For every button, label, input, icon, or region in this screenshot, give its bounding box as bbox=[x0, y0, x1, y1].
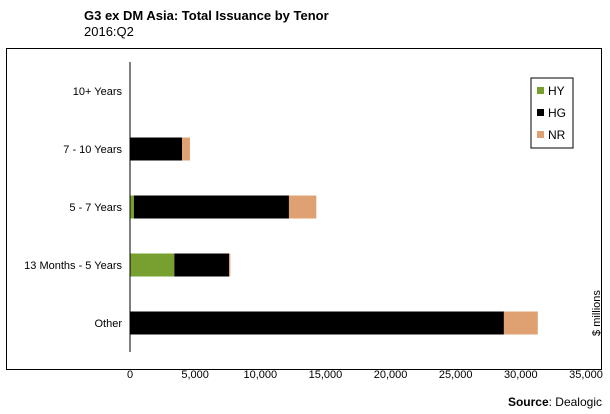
chart-title: G3 ex DM Asia: Total Issuance by Tenor bbox=[84, 8, 329, 23]
chart-subtitle: 2016:Q2 bbox=[84, 24, 134, 39]
bar-nr-13-months-5-years bbox=[229, 253, 231, 277]
category-label-7-10-years: 7 - 10 Years bbox=[63, 144, 122, 156]
x-tick-label-30000: 30,000 bbox=[504, 369, 538, 381]
legend-label-hg: HG bbox=[548, 106, 566, 120]
legend-swatch-hy bbox=[537, 87, 544, 94]
x-tick-label-15000: 15,000 bbox=[309, 369, 343, 381]
bar-hg-5-7-years bbox=[133, 195, 289, 219]
source-value: Dealogic bbox=[555, 395, 602, 409]
legend-label-hy: HY bbox=[548, 84, 565, 98]
x-tick-label-5000: 5,000 bbox=[181, 369, 209, 381]
x-axis-title: $ millions bbox=[591, 290, 603, 336]
legend-label-nr: NR bbox=[548, 128, 566, 142]
x-tick-label-20000: 20,000 bbox=[374, 369, 408, 381]
source-separator: : bbox=[548, 395, 556, 409]
bar-nr-7-10-years bbox=[182, 137, 190, 161]
legend-swatch-hg bbox=[537, 109, 544, 116]
category-label-other: Other bbox=[94, 318, 122, 330]
source-label: Source bbox=[507, 395, 549, 409]
x-tick-label-35000: 35,000 bbox=[569, 369, 603, 381]
bar-hg-7-10-years bbox=[130, 137, 183, 161]
x-tick-label-10000: 10,000 bbox=[243, 369, 277, 381]
bar-hy-5-7-years bbox=[130, 195, 134, 219]
legend-swatch-nr bbox=[537, 131, 544, 138]
category-label-10-years: 10+ Years bbox=[73, 86, 123, 98]
chart-frame bbox=[6, 48, 602, 370]
x-tick-label-0: 0 bbox=[127, 369, 133, 381]
category-label-13-months-5-years: 13 Months - 5 Years bbox=[24, 260, 122, 272]
bar-hg-13-months-5-years bbox=[174, 253, 230, 277]
bar-hg-other bbox=[130, 311, 504, 335]
bar-nr-other bbox=[503, 311, 538, 335]
bar-nr-5-7-years bbox=[288, 195, 317, 219]
x-tick-label-25000: 25,000 bbox=[439, 369, 473, 381]
bar-hy-13-months-5-years bbox=[130, 253, 175, 277]
category-label-5-7-years: 5 - 7 Years bbox=[69, 202, 122, 214]
source-note: Source: Dealogic bbox=[508, 395, 602, 409]
